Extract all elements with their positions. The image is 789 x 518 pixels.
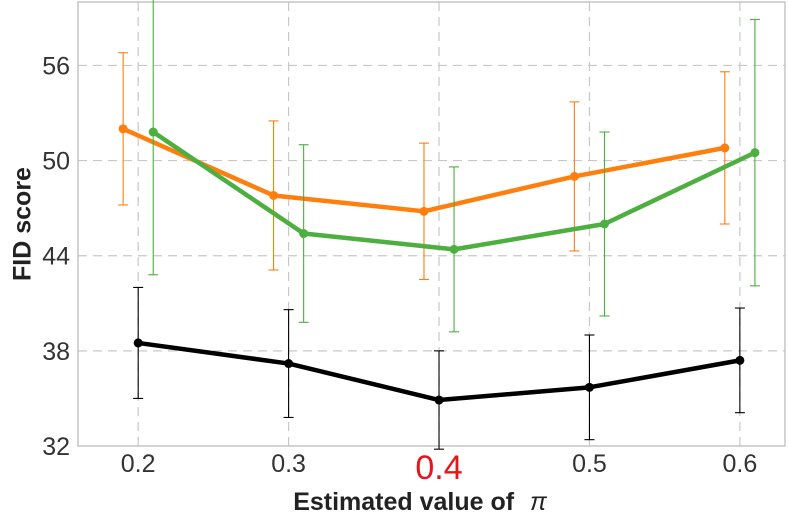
x-tick-label: 0.2 xyxy=(121,450,156,478)
data-point-green xyxy=(449,244,459,254)
y-tick-label: 38 xyxy=(42,338,70,366)
x-tick-label: 0.3 xyxy=(271,450,306,478)
x-tick-label: 0.5 xyxy=(572,450,607,478)
y-tick-label: 50 xyxy=(42,148,70,176)
data-point-orange xyxy=(720,143,730,153)
series-black xyxy=(133,286,745,450)
grid-layer xyxy=(78,2,785,446)
series-green xyxy=(148,0,760,333)
y-tick-label: 32 xyxy=(42,433,70,461)
y-tick-label: 56 xyxy=(42,52,70,80)
data-point-orange xyxy=(118,124,128,134)
data-point-green xyxy=(299,229,309,239)
y-axis-label: FID score xyxy=(9,167,37,281)
data-point-orange xyxy=(419,206,429,216)
data-point-orange xyxy=(269,190,279,200)
data-point-orange xyxy=(569,171,579,181)
data-point-black xyxy=(284,359,294,369)
x-axis-label-text: Estimated value of xyxy=(293,488,515,516)
data-point-green xyxy=(599,219,609,229)
tick-layer: 0.2 0.3 0.4 0.5 0.6 32 38 44 50 56 xyxy=(42,52,757,487)
data-point-black xyxy=(735,355,745,365)
data-point-green xyxy=(750,148,760,158)
plot-frame xyxy=(77,1,786,447)
series-layer xyxy=(118,0,760,450)
data-point-black xyxy=(584,382,594,392)
x-tick-label-highlighted: 0.4 xyxy=(415,449,462,487)
series-orange xyxy=(118,52,730,281)
x-tick-label: 0.6 xyxy=(722,450,757,478)
data-point-black xyxy=(434,395,444,405)
data-point-black xyxy=(133,338,143,348)
data-point-green xyxy=(148,127,158,137)
y-tick-label: 44 xyxy=(42,243,70,271)
x-axis-label-symbol: π xyxy=(530,488,548,516)
x-axis-label: Estimated value of π xyxy=(293,488,548,516)
